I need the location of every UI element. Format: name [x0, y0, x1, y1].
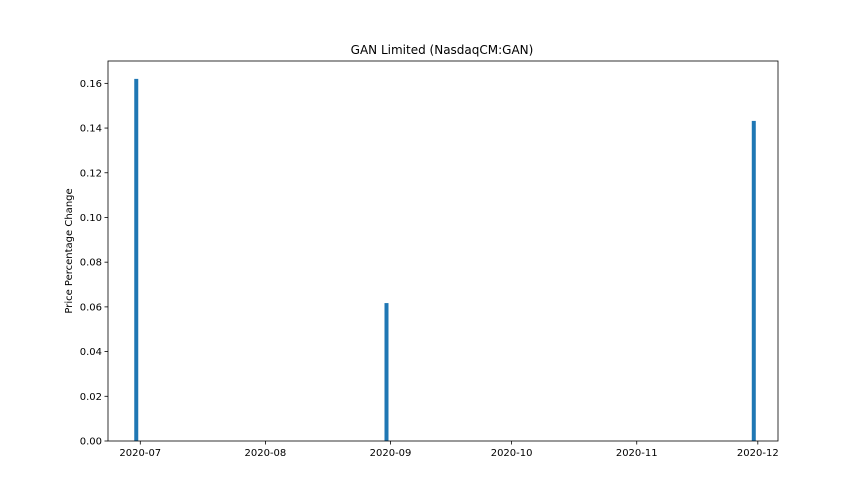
y-tick-label: 0.10 [80, 213, 102, 224]
y-axis-ticks: 0.00 0.02 0.04 0.06 0.08 0.10 0.12 0.14 0.16 [80, 79, 108, 448]
x-tick-label: 2020-08 [245, 448, 287, 459]
x-axis-ticks: 2020-07 2020-08 2020-09 2020-10 2020-11 2020-… [119, 441, 779, 459]
y-tick-label: 0.00 [80, 437, 102, 448]
bar [751, 120, 756, 441]
x-tick-label: 2020-11 [616, 448, 658, 459]
y-tick-label: 0.04 [80, 347, 102, 358]
x-tick-label: 2020-12 [737, 448, 779, 459]
x-tick-label: 2020-10 [491, 448, 533, 459]
bar [134, 78, 139, 441]
y-tick-label: 0.06 [80, 302, 102, 313]
y-tick-label: 0.16 [80, 79, 102, 90]
plot-area-frame [107, 60, 779, 442]
y-tick-label: 0.02 [80, 392, 102, 403]
chart-title: GAN Limited (NasdaqCM:GAN) [351, 43, 534, 57]
x-tick-label: 2020-07 [119, 448, 161, 459]
bar [384, 303, 389, 441]
y-tick-label: 0.14 [80, 124, 102, 135]
y-axis-label: Price Percentage Change [64, 188, 75, 313]
y-tick-label: 0.08 [80, 258, 102, 269]
bars-group [134, 78, 756, 441]
x-tick-label: 2020-09 [370, 448, 412, 459]
y-tick-label: 0.12 [80, 168, 102, 179]
